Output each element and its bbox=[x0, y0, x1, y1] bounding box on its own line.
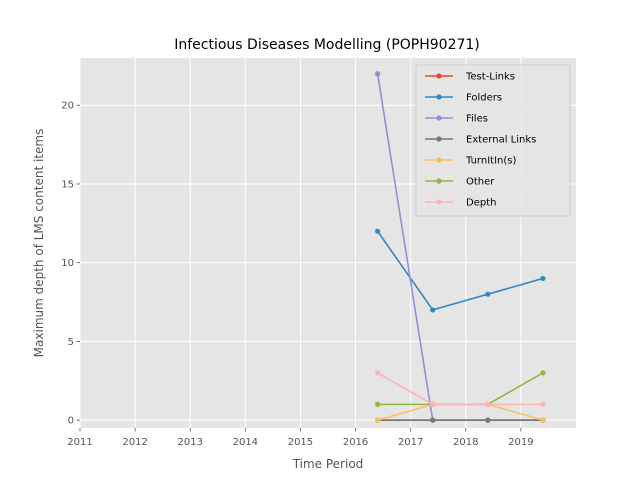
legend-swatch-marker bbox=[436, 136, 442, 142]
legend-label: Folders bbox=[466, 93, 502, 104]
legend-swatch-marker bbox=[436, 115, 442, 121]
legend-item-files: Files bbox=[425, 114, 488, 125]
data-point-external-links bbox=[430, 417, 436, 423]
x-tick-label: 2013 bbox=[177, 437, 202, 448]
series-line-depth bbox=[377, 372, 543, 406]
data-point-depth bbox=[485, 401, 491, 407]
legend-label: Files bbox=[466, 114, 488, 125]
legend-item-external-links: External Links bbox=[425, 135, 536, 146]
x-tick-label: 2014 bbox=[233, 437, 258, 448]
series-folders bbox=[375, 228, 546, 313]
data-point-other bbox=[375, 401, 381, 407]
chart-title: Infectious Diseases Modelling (POPH90271… bbox=[174, 37, 480, 53]
x-tick-label: 2015 bbox=[288, 437, 313, 448]
x-tick-label: 2011 bbox=[67, 437, 92, 448]
data-point-files bbox=[375, 71, 381, 77]
tick-labels: 2011 2012 2013 2014 2015 2016 2017 2018 20190510… bbox=[61, 101, 533, 448]
legend-swatch-marker bbox=[436, 73, 442, 79]
legend-swatch-marker bbox=[436, 157, 442, 163]
legend-label: Depth bbox=[466, 198, 496, 209]
y-tick-label: 20 bbox=[61, 101, 74, 112]
data-point-folders bbox=[375, 228, 381, 234]
legend-item-other: Other bbox=[425, 177, 495, 188]
x-tick-label: 2018 bbox=[453, 437, 478, 448]
legend-box bbox=[415, 64, 571, 217]
legend-label: External Links bbox=[466, 135, 536, 146]
series-line-folders bbox=[376, 230, 544, 311]
legend-label: Other bbox=[466, 177, 495, 188]
legend-item-depth: Depth bbox=[425, 198, 496, 209]
x-tick-label: 2017 bbox=[398, 437, 423, 448]
data-point-turnitin-s bbox=[375, 417, 381, 423]
y-tick-label: 15 bbox=[61, 179, 74, 190]
data-point-folders bbox=[485, 291, 491, 297]
data-point-external-links bbox=[485, 417, 491, 423]
y-tick-label: 10 bbox=[61, 258, 74, 269]
legend-swatch-marker bbox=[436, 94, 442, 100]
x-tick-label: 2019 bbox=[508, 437, 533, 448]
data-point-depth bbox=[540, 401, 546, 407]
data-point-folders bbox=[430, 307, 436, 313]
legend-label: Test-Links bbox=[465, 72, 515, 83]
legend-swatch-marker bbox=[436, 199, 442, 205]
legend-label: TurnItIn(s) bbox=[465, 156, 516, 167]
legend-item-turnitin-s: TurnItIn(s) bbox=[425, 156, 516, 167]
x-tick-label: 2012 bbox=[122, 437, 147, 448]
data-point-turnitin-s bbox=[540, 417, 546, 423]
data-point-depth bbox=[430, 401, 436, 407]
data-series bbox=[375, 71, 546, 423]
legend: Test-Links Folders Files External Links Turn… bbox=[415, 64, 571, 217]
series-depth bbox=[375, 370, 546, 407]
legend-swatch-marker bbox=[436, 178, 442, 184]
x-tick-label: 2016 bbox=[343, 437, 368, 448]
y-axis-label: Maximum depth of LMS content items bbox=[32, 129, 46, 358]
x-axis-label: Time Period bbox=[292, 457, 364, 471]
data-point-depth bbox=[375, 370, 381, 376]
y-tick-label: 5 bbox=[68, 337, 74, 348]
y-tick-label: 0 bbox=[68, 416, 74, 427]
data-point-other bbox=[540, 370, 546, 376]
legend-item-test-links: Test-Links bbox=[425, 72, 515, 83]
legend-item-folders: Folders bbox=[425, 93, 502, 104]
data-point-folders bbox=[540, 275, 546, 282]
